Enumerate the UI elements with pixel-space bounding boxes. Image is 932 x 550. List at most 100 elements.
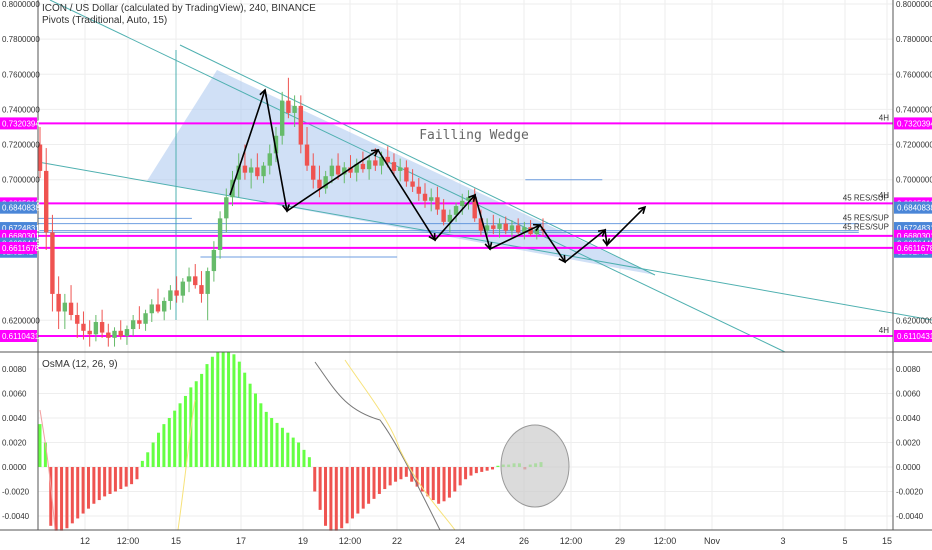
candle-body — [149, 304, 154, 314]
osma-bar — [464, 467, 468, 480]
candle-body — [87, 330, 92, 335]
candle-body — [75, 314, 80, 324]
osma-bar — [81, 467, 85, 514]
candle-body — [236, 165, 241, 180]
price-tag-left-label: 0.6724831 — [2, 224, 40, 233]
osma-bar — [318, 467, 322, 510]
price-tick-label-left: 0.7400000 — [2, 105, 40, 114]
time-tick-label: 12:00 — [117, 536, 140, 546]
candle-body — [478, 218, 484, 231]
osma-bar — [259, 403, 263, 467]
candle-body — [453, 206, 459, 215]
level-label: 4H — [879, 113, 889, 122]
time-tick-label: 29 — [615, 536, 625, 546]
osma-bar — [383, 467, 387, 490]
osma-title: OsMA (12, 26, 9) — [42, 359, 118, 370]
osma-bar — [243, 372, 247, 467]
osma-bar — [491, 467, 495, 470]
candle-body — [124, 329, 130, 337]
arrow-head — [428, 232, 436, 242]
osma-bar — [49, 467, 53, 526]
candle-body — [93, 322, 99, 335]
price-tag-right-label: 0.6724831 — [897, 224, 932, 233]
candle-body — [360, 163, 366, 170]
price-tag-left — [0, 329, 37, 342]
arrow-head — [558, 254, 566, 264]
osma-bar — [442, 467, 446, 502]
candle-body — [342, 167, 347, 175]
osma-histogram — [38, 351, 570, 531]
candle-body — [155, 304, 161, 312]
candle-body — [404, 167, 409, 182]
osma-bar — [264, 411, 268, 467]
time-axis[interactable]: 12 12:00 15 17 19 12:00 22 24 26 12:00 29 12:00 Nov 3… — [80, 536, 892, 546]
candle-body — [168, 290, 173, 301]
osma-tick-label-left: 0.0060 — [2, 390, 27, 399]
arrow-head — [370, 149, 380, 157]
candle-body — [323, 176, 328, 189]
price-tag-right-label: 0.6840838 — [897, 204, 932, 213]
osma-bar — [216, 351, 220, 467]
candle-body — [37, 144, 43, 171]
osma-bar — [350, 467, 354, 519]
osma-bar — [431, 467, 435, 501]
price-tick-label-right: 0.7600000 — [896, 70, 932, 79]
candle-body — [472, 197, 477, 219]
price-tag-right-label: 0.6110431 — [897, 332, 932, 341]
arrow-head — [638, 205, 647, 214]
price-tag-right — [894, 117, 932, 130]
highlight-circle — [500, 424, 570, 508]
price-tag-right — [894, 201, 932, 214]
osma-tick-label-right: 0.0000 — [896, 463, 921, 472]
drawing-layer-front — [229, 88, 647, 264]
osma-bar — [307, 457, 311, 467]
osma-bar — [329, 467, 333, 531]
osma-bar — [388, 467, 392, 486]
candle-body — [99, 322, 105, 333]
candle-body — [137, 320, 142, 324]
candle-body — [509, 225, 515, 231]
osma-bar — [130, 467, 134, 485]
candle-body — [217, 218, 223, 250]
price-tick-label-right: 0.6200000 — [896, 316, 932, 325]
osma-bar — [474, 467, 478, 474]
time-tick-label: 17 — [236, 536, 246, 546]
osma-bar — [92, 467, 96, 504]
osma-bar — [167, 418, 171, 467]
osma-tick-label-right: 0.0020 — [896, 439, 921, 448]
candle-body — [279, 100, 285, 136]
osma-line-left — [39, 409, 56, 531]
osma-bar — [280, 427, 284, 467]
price-tag-left-label: 0.6680301 — [2, 232, 40, 241]
price-tag-left-label: 0.7320394 — [2, 119, 40, 128]
price-tick-label-left: 0.7200000 — [2, 141, 40, 150]
price-tick-label-left: 0.7600000 — [2, 70, 40, 79]
time-tick-label: Nov — [704, 536, 721, 546]
time-tick-label: 24 — [455, 536, 465, 546]
time-tick-label: 12:00 — [560, 536, 583, 546]
osma-bar — [86, 467, 90, 509]
level-label: 4H — [879, 326, 889, 335]
candle-body — [385, 156, 390, 163]
price-axes: 0.8000000 0.8000000 0.7800000 0.7800000 0.76… — [0, 0, 932, 531]
candle-body — [224, 197, 229, 219]
price-tick-label-right: 0.7800000 — [896, 35, 932, 44]
arrow-head — [602, 238, 611, 247]
arrow-head — [468, 193, 477, 203]
osma-bar — [394, 467, 398, 482]
indicator-label: Pivots (Traditional, Auto, 15) — [42, 15, 168, 26]
osma-bar — [97, 467, 101, 501]
osma-bar — [496, 465, 500, 467]
candle-body — [379, 156, 384, 166]
candle-body — [50, 232, 55, 294]
level-label: 45 RES/SUP — [843, 222, 889, 231]
osma-bar — [275, 422, 279, 467]
candle-body — [503, 223, 508, 231]
osma-bar — [194, 381, 198, 467]
osma-bar — [178, 403, 182, 467]
osma-bar — [43, 442, 47, 467]
price-tag-left-label: 0.6611678 — [2, 244, 40, 253]
osma-bar — [70, 467, 74, 524]
